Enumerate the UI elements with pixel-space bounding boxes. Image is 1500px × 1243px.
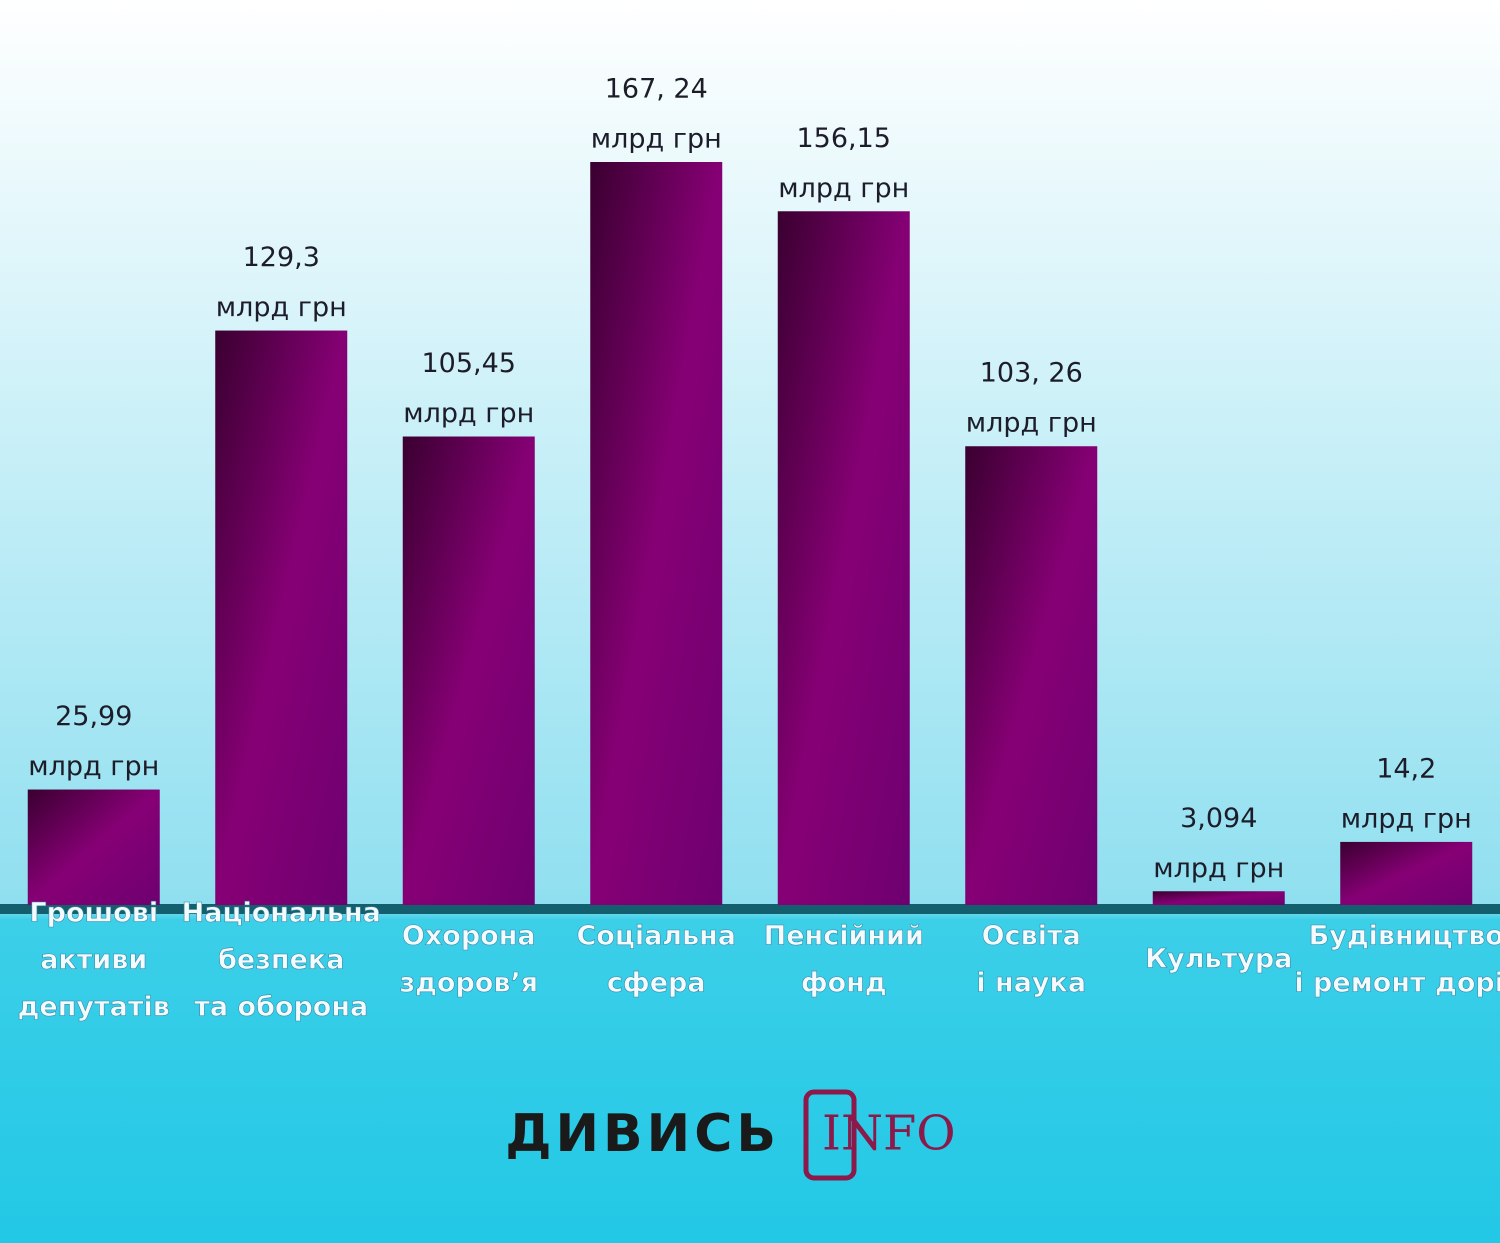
bar xyxy=(1340,841,1473,905)
value-unit: млрд грн xyxy=(28,751,159,782)
value-label: 129,3 xyxy=(243,242,320,273)
x-tick-label: сфера xyxy=(607,968,706,999)
x-tick-label: фонд xyxy=(801,968,887,999)
logo-suffix: INFO xyxy=(822,1106,956,1162)
bar xyxy=(777,211,910,906)
value-unit: млрд грн xyxy=(403,398,534,429)
value-label: 156,15 xyxy=(797,123,891,154)
value-label: 25,99 xyxy=(55,701,132,732)
value-unit: млрд грн xyxy=(216,292,347,323)
value-label: 105,45 xyxy=(422,348,516,379)
logo-word: ДИВИСЬ xyxy=(505,1104,780,1164)
value-label: 14,2 xyxy=(1376,753,1436,784)
x-tick-label: і ремонт доріг xyxy=(1294,968,1500,999)
x-tick-label: та оборона xyxy=(194,992,368,1023)
value-unit: млрд грн xyxy=(1153,853,1284,884)
bar xyxy=(1152,891,1285,905)
x-tick-label: здоров’я xyxy=(399,968,538,999)
x-tick-label: безпека xyxy=(218,945,344,976)
x-tick-label: депутатів xyxy=(18,992,170,1023)
x-tick-label: Національна xyxy=(182,898,381,929)
x-tick-label: Грошові xyxy=(29,898,158,929)
value-unit: млрд грн xyxy=(1341,803,1472,834)
bar xyxy=(590,162,723,905)
x-tick-label: і наука xyxy=(976,968,1086,999)
x-tick-label: Пенсійний xyxy=(764,921,924,952)
value-unit: млрд грн xyxy=(966,408,1097,439)
bar xyxy=(402,436,535,905)
x-tick-label: Соціальна xyxy=(576,921,736,952)
x-tick-label: Будівництво xyxy=(1309,921,1500,952)
x-tick-label: Освіта xyxy=(982,921,1081,952)
x-tick-label: Культура xyxy=(1145,944,1292,975)
value-label: 103, 26 xyxy=(980,358,1083,389)
value-label: 3,094 xyxy=(1180,803,1257,834)
logo: ДИВИСЬ INFO xyxy=(505,1089,956,1181)
bar xyxy=(965,446,1098,905)
baseline xyxy=(0,904,1500,914)
bar xyxy=(27,789,160,905)
value-unit: млрд грн xyxy=(778,173,909,204)
logo-phone xyxy=(803,1089,857,1181)
x-tick-label: активи xyxy=(40,945,147,976)
value-unit: млрд грн xyxy=(591,124,722,155)
value-label: 167, 24 xyxy=(605,74,708,105)
bar xyxy=(215,330,348,906)
x-tick-label: Охорона xyxy=(402,921,536,952)
